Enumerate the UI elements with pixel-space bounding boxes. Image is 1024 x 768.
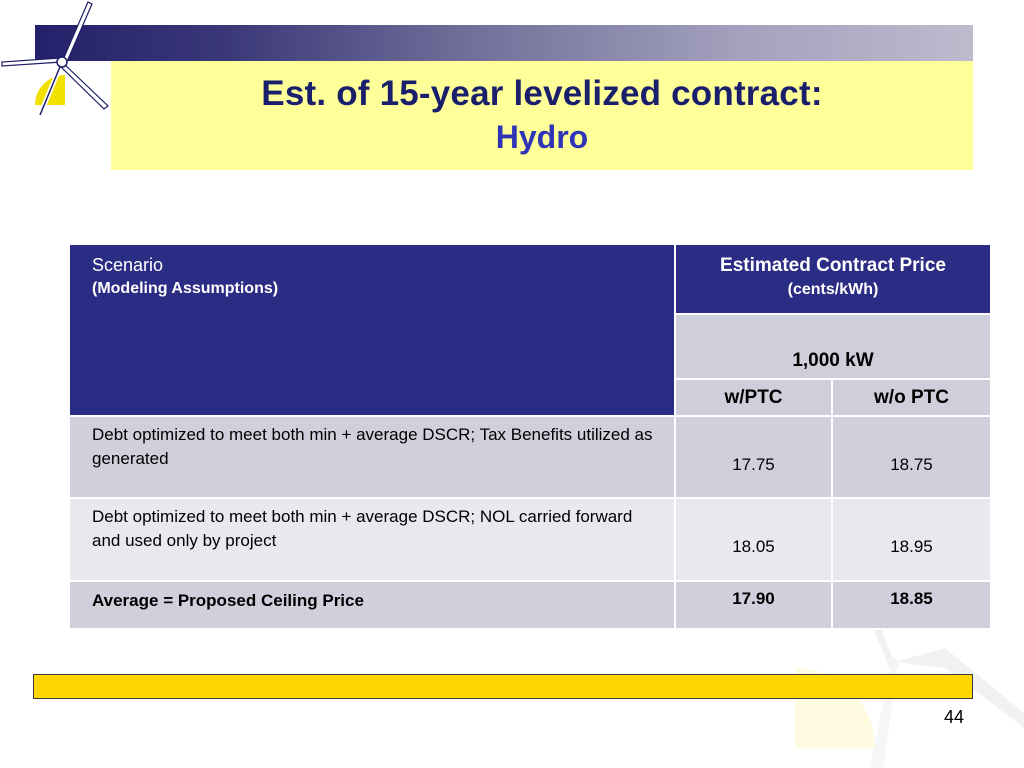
- wo-ptc-value: 18.95: [831, 497, 992, 582]
- scenario-header-cell: Scenario (Modeling Assumptions): [68, 243, 676, 417]
- scenario-cell: Debt optimized to meet both min + averag…: [68, 415, 676, 499]
- title-box: Est. of 15-year levelized contract: Hydr…: [111, 61, 973, 170]
- page-number: 44: [943, 707, 964, 727]
- slide-subtitle: Hydro: [495, 119, 589, 155]
- wo-ptc-header: w/o PTC: [831, 378, 992, 417]
- footer-bar: [33, 674, 973, 699]
- average-wo-ptc-value: 18.85: [831, 580, 992, 630]
- w-ptc-value: 17.75: [674, 415, 833, 499]
- scenario-header: Scenario: [92, 255, 164, 275]
- contract-price-table: Scenario (Modeling Assumptions) Estimate…: [68, 243, 992, 630]
- w-ptc-value: 18.05: [674, 497, 833, 582]
- wind-turbine-sun-icon: [1, 1, 109, 115]
- table-row-average: Average = Proposed Ceiling Price 17.90 1…: [68, 580, 992, 630]
- wo-ptc-value: 18.75: [831, 415, 992, 499]
- scenario-cell: Debt optimized to meet both min + averag…: [68, 497, 676, 582]
- w-ptc-header: w/PTC: [674, 378, 833, 417]
- price-header: Estimated Contract Price: [720, 255, 946, 276]
- table-row: Debt optimized to meet both min + averag…: [68, 497, 992, 582]
- average-w-ptc-value: 17.90: [674, 580, 833, 630]
- header-gradient-bar: [35, 25, 973, 61]
- average-label: Average = Proposed Ceiling Price: [68, 580, 676, 630]
- table-row: Debt optimized to meet both min + averag…: [68, 415, 992, 499]
- capacity-header: 1,000 kW: [674, 313, 992, 380]
- scenario-subheader: (Modeling Assumptions): [92, 280, 279, 297]
- price-unit: (cents/kWh): [787, 281, 879, 298]
- slide-title: Est. of 15-year levelized contract:: [261, 74, 823, 113]
- price-header-cell: Estimated Contract Price (cents/kWh): [674, 243, 992, 315]
